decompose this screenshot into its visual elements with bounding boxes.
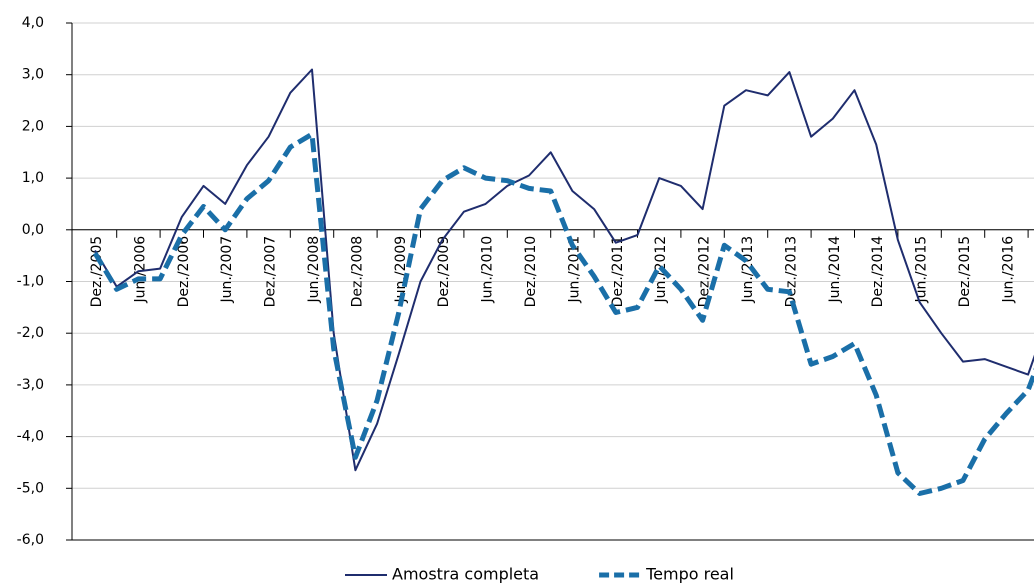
series-line (94, 68, 1034, 472)
x-tick-label: Jun./2016 (1000, 236, 1016, 304)
y-tick-label: -5,0 (17, 480, 44, 496)
legend-label: Amostra completa (392, 565, 539, 583)
x-tick-label: Dez./2005 (89, 236, 105, 308)
x-tick-label: Dez./2014 (870, 236, 886, 308)
grid (72, 22, 1034, 541)
series-line (92, 131, 1034, 496)
axes: -6,0 -5,0 -4,0 -3,0 -2,0 -1,0 0,0 1,0 2,0 3,0 4,0 D… (17, 15, 1034, 548)
y-tick-label: 2,0 (22, 118, 44, 134)
y-tick-label: 0,0 (22, 222, 44, 238)
x-tick-label: Dez./2008 (349, 236, 365, 308)
legend: Amostra completa Tempo real (345, 565, 734, 583)
y-tick-label: 1,0 (22, 170, 44, 186)
x-tick-label: Jun./2011 (566, 236, 582, 304)
x-tick-label: Jun./2013 (740, 236, 756, 304)
x-tick-label: Dez./2011 (610, 236, 626, 308)
y-tick-label: -2,0 (17, 325, 44, 341)
x-tick-label: Jun./2015 (914, 236, 930, 304)
x-tick-label: Dez./2012 (697, 236, 713, 308)
y-tick-label: -3,0 (17, 377, 44, 393)
x-tick-label: Jun./2014 (827, 236, 843, 304)
x-tick-label: Jun./2007 (219, 236, 235, 304)
legend-label: Tempo real (645, 565, 734, 583)
y-tick-label: 4,0 (22, 15, 44, 31)
x-tick-label: Dez./2013 (783, 236, 799, 308)
y-tick-label: -6,0 (17, 532, 44, 548)
y-tick-label: 3,0 (22, 67, 44, 83)
plot-area (92, 68, 1034, 496)
y-tick-label: -1,0 (17, 274, 44, 290)
x-tick-label: Dez./2015 (957, 236, 973, 308)
x-tick-label: Dez./2009 (436, 236, 452, 308)
y-tick-label: -4,0 (17, 429, 44, 445)
x-tick-label: Dez./2010 (523, 236, 539, 308)
x-tick-label: Jun./2006 (132, 236, 148, 304)
x-tick-label: Jun./2008 (306, 236, 322, 304)
x-tick-label: Dez./2007 (263, 236, 279, 308)
x-tick-label: Jun./2010 (480, 236, 496, 304)
x-tick-label: Dez./2006 (176, 236, 192, 308)
